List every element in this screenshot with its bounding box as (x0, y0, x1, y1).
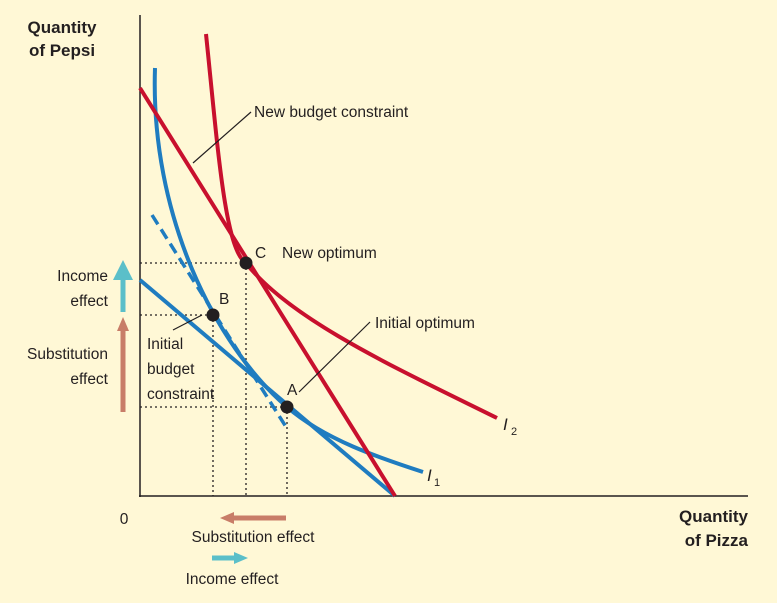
initial-budget-label-1: Initial (147, 336, 183, 353)
i1-label: I (427, 466, 432, 485)
origin-label: 0 (120, 511, 129, 528)
initial-budget-label-3: constraint (147, 386, 215, 403)
i1-subscript: 1 (434, 477, 440, 489)
indifference-curve-2 (204, 33, 498, 420)
substitution-effect-y-arrow (117, 317, 129, 412)
substitution-effect-y-label-2: effect (70, 371, 108, 388)
new-optimum-label: New optimum (282, 245, 377, 262)
income-effect-y-label-2: effect (70, 293, 108, 310)
initial-optimum-leader (298, 321, 371, 393)
substitution-effect-x-arrow (220, 512, 286, 524)
x-axis-label-line2: of Pizza (685, 531, 749, 550)
point-a (280, 400, 294, 414)
point-c-label: C (255, 245, 266, 262)
initial-optimum-label: Initial optimum (375, 315, 475, 332)
point-a-label: A (287, 382, 298, 399)
income-effect-y-label-1: Income (57, 268, 108, 285)
point-c (239, 256, 253, 270)
new-budget-leader (192, 111, 252, 164)
initial-budget-label-2: budget (147, 361, 195, 378)
new-budget-label: New budget constraint (254, 104, 409, 121)
i2-subscript: 2 (511, 426, 517, 438)
i2-label: I (503, 415, 508, 434)
new-budget-line (138, 86, 397, 498)
point-b (206, 308, 220, 322)
y-axis-label-line2: of Pepsi (29, 41, 95, 60)
y-axis-label-line1: Quantity (28, 18, 97, 37)
x-axis-label-line1: Quantity (679, 507, 748, 526)
substitution-effect-x-label: Substitution effect (192, 529, 316, 546)
substitution-effect-y-label-1: Substitution (27, 346, 108, 363)
income-effect-x-arrow (212, 552, 248, 564)
initial-budget-leader (172, 314, 203, 331)
point-b-label: B (219, 291, 229, 308)
income-effect-x-label: Income effect (186, 571, 279, 588)
